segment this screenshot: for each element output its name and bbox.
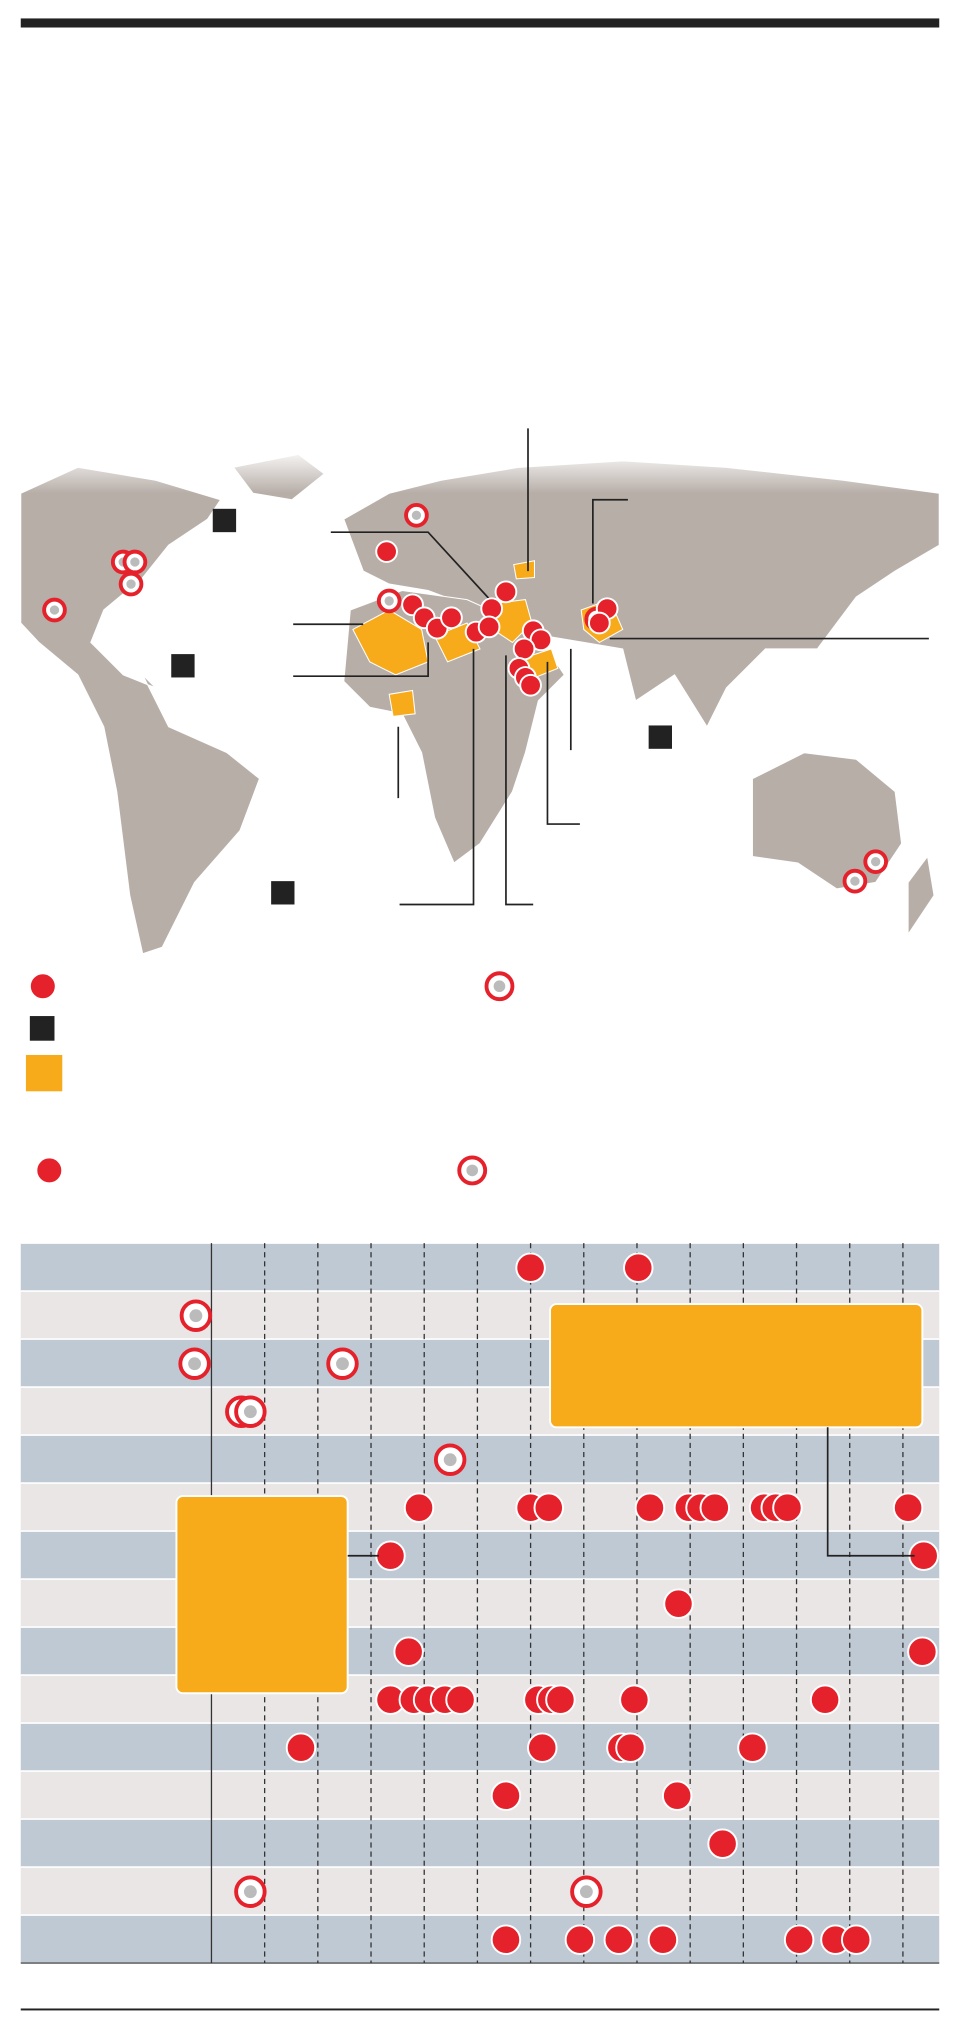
grid-row bbox=[20, 1771, 940, 1820]
filled-marker bbox=[783, 1924, 815, 1955]
grid-row bbox=[20, 1819, 940, 1868]
americas bbox=[20, 466, 261, 955]
bottom-rule bbox=[20, 2008, 940, 2011]
filled-marker bbox=[564, 1924, 596, 1955]
map-square bbox=[171, 654, 195, 678]
filled-marker bbox=[494, 580, 518, 604]
open-marker-core bbox=[49, 605, 60, 615]
map-square bbox=[212, 508, 237, 533]
filled-marker bbox=[619, 1684, 650, 1715]
filled-marker bbox=[403, 1492, 435, 1523]
filled-marker bbox=[634, 1492, 666, 1523]
filled-marker bbox=[393, 1636, 424, 1667]
filled-marker bbox=[892, 1492, 924, 1523]
open-marker-core bbox=[443, 1453, 457, 1467]
open-marker-core bbox=[126, 579, 136, 589]
filled-marker bbox=[28, 972, 57, 1001]
open-marker-core bbox=[579, 1885, 593, 1899]
grid-row bbox=[20, 1531, 940, 1580]
new-zealand bbox=[907, 855, 935, 937]
top-rule bbox=[20, 18, 940, 28]
grid-row bbox=[20, 1627, 940, 1676]
world-map bbox=[20, 428, 940, 955]
highlight-region bbox=[388, 689, 416, 717]
filled-marker bbox=[603, 1924, 635, 1955]
filled-marker bbox=[445, 1684, 476, 1715]
note-box bbox=[549, 1303, 924, 1429]
filled-marker bbox=[663, 1588, 694, 1619]
open-marker-core bbox=[243, 1885, 257, 1899]
filled-marker bbox=[809, 1684, 841, 1715]
open-marker-core bbox=[871, 857, 881, 867]
grid-row bbox=[20, 1435, 940, 1484]
open-marker-core bbox=[336, 1357, 349, 1371]
grid-row bbox=[20, 1579, 940, 1628]
filled-marker bbox=[375, 1540, 406, 1571]
filled-marker bbox=[707, 1828, 738, 1859]
grid-row bbox=[20, 1723, 940, 1772]
filled-marker bbox=[490, 1780, 522, 1811]
filled-marker bbox=[545, 1684, 576, 1715]
open-marker-core bbox=[850, 876, 860, 886]
open-marker-core bbox=[188, 1357, 202, 1371]
filled-marker bbox=[907, 1636, 938, 1667]
filled-marker bbox=[512, 637, 536, 661]
filled-marker bbox=[737, 1732, 768, 1763]
filled-marker bbox=[647, 1924, 679, 1955]
filled-marker bbox=[623, 1252, 654, 1283]
open-marker-core bbox=[493, 980, 506, 993]
filled-marker bbox=[285, 1732, 317, 1763]
filled-marker bbox=[840, 1924, 872, 1955]
legend-square bbox=[29, 1016, 55, 1041]
callout-lines bbox=[293, 428, 929, 906]
grid-row bbox=[20, 1675, 940, 1724]
filled-marker bbox=[615, 1732, 646, 1763]
legend-swatch bbox=[25, 1054, 63, 1092]
open-marker-core bbox=[384, 596, 394, 606]
note-box bbox=[175, 1495, 349, 1695]
filled-marker bbox=[533, 1492, 564, 1523]
open-marker-core bbox=[411, 510, 422, 520]
map-square bbox=[648, 725, 672, 749]
filled-marker bbox=[375, 540, 398, 563]
grid-row bbox=[20, 1867, 940, 1916]
australia bbox=[751, 752, 903, 890]
filled-marker bbox=[772, 1492, 803, 1523]
filled-marker bbox=[490, 1924, 522, 1955]
filled-marker bbox=[515, 1252, 546, 1283]
map-square bbox=[271, 881, 295, 905]
open-marker-core bbox=[466, 1164, 479, 1177]
markers bbox=[28, 502, 939, 1955]
open-marker-core bbox=[243, 1405, 257, 1419]
filled-marker bbox=[35, 1156, 64, 1185]
filled-marker bbox=[519, 673, 542, 697]
open-marker-core bbox=[130, 557, 140, 567]
filled-marker bbox=[661, 1780, 693, 1811]
fog bbox=[20, 447, 940, 494]
note-connectors bbox=[347, 1427, 915, 1557]
filled-marker bbox=[440, 606, 463, 630]
filled-marker bbox=[699, 1492, 731, 1523]
filled-marker bbox=[477, 615, 501, 639]
filled-marker bbox=[527, 1732, 558, 1763]
grid-row bbox=[20, 1243, 940, 1292]
filled-marker bbox=[588, 611, 611, 635]
open-marker-core bbox=[189, 1309, 203, 1323]
